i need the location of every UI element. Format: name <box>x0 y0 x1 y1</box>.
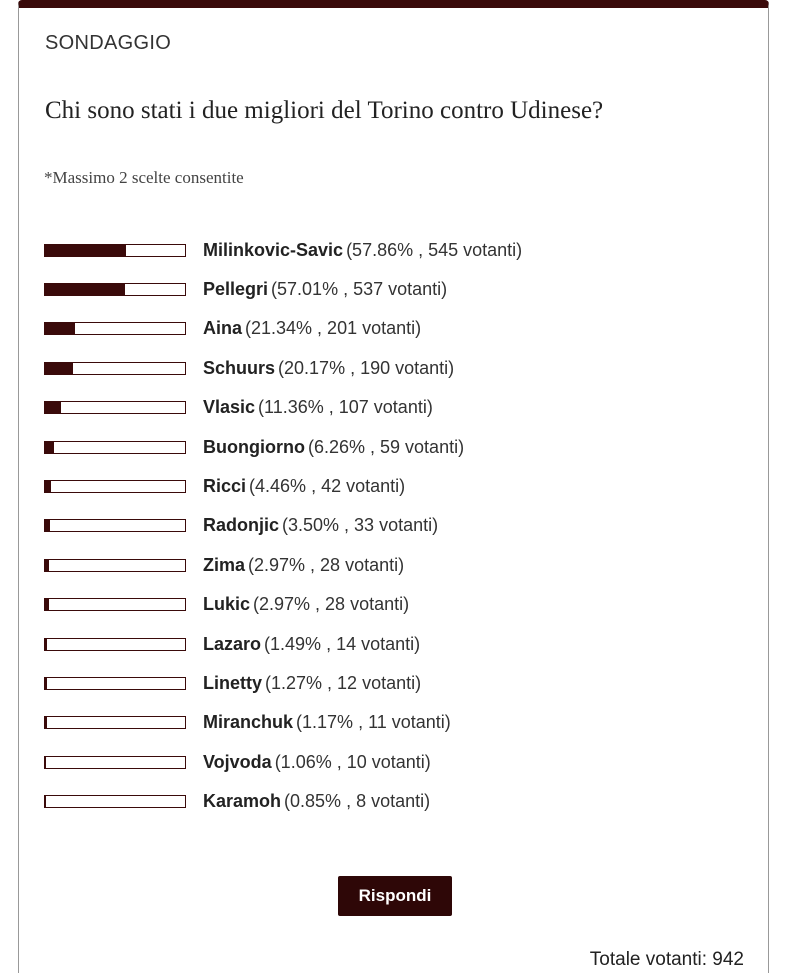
option-row[interactable]: Miranchuk (1.17% , 11 votanti) <box>44 711 451 735</box>
option-row[interactable]: Zima (2.97% , 28 votanti) <box>44 553 404 577</box>
percent-bar <box>45 796 47 808</box>
poll-question: Chi sono stati i due migliori del Torino… <box>45 97 604 124</box>
submit-button[interactable]: Rispondi <box>338 876 452 916</box>
percent-track <box>44 637 186 651</box>
option-row[interactable]: Ricci (4.46% , 42 votanti) <box>44 474 405 498</box>
option-name: Buongiorno <box>203 436 305 457</box>
percent-track <box>44 401 186 415</box>
percent-bar <box>45 244 126 256</box>
percent-track <box>44 322 186 336</box>
option-row[interactable]: Karamoh (0.85% , 8 votanti) <box>44 790 430 814</box>
percent-track <box>44 479 186 493</box>
percent-bar <box>45 480 52 492</box>
option-name: Pellegri <box>203 278 269 299</box>
option-row[interactable]: Lazaro (1.49% , 14 votanti) <box>44 632 420 656</box>
percent-bar <box>45 559 50 571</box>
percent-bar <box>45 520 50 532</box>
percent-bar <box>45 441 54 453</box>
poll-note: *Massimo 2 scelte consentite <box>44 168 244 187</box>
option-detail: (3.50% , 33 votanti) <box>282 515 439 536</box>
option-name: Zima <box>203 554 246 575</box>
option-detail: (6.26% , 59 votanti) <box>307 436 465 457</box>
option-row[interactable]: Vojvoda (1.06% , 10 votanti) <box>44 750 431 774</box>
option-name: Vlasic <box>203 397 256 418</box>
percent-track <box>44 795 186 809</box>
percent-bar <box>45 283 125 295</box>
percent-bar <box>45 402 61 414</box>
percent-track <box>44 243 186 257</box>
option-row[interactable]: Milinkovic-Savic (57.86% , 545 votanti) <box>44 238 522 262</box>
percent-track <box>44 676 186 690</box>
option-detail: (1.27% , 12 votanti) <box>265 672 422 693</box>
option-name: Linetty <box>203 672 263 693</box>
percent-track <box>44 282 186 296</box>
percent-track <box>44 755 186 769</box>
percent-bar <box>45 717 47 729</box>
option-row[interactable]: Lukic (2.97% , 28 votanti) <box>44 593 409 617</box>
option-name: Ricci <box>203 475 247 496</box>
percent-bar <box>45 362 74 374</box>
option-row[interactable]: Schuurs (20.17% , 190 votanti) <box>44 356 454 380</box>
option-detail: (21.34% , 201 votanti) <box>245 318 422 339</box>
option-name: Aina <box>203 318 243 339</box>
option-row[interactable]: Radonjic (3.50% , 33 votanti) <box>44 514 438 538</box>
option-detail: (1.49% , 14 votanti) <box>264 633 421 654</box>
total-votes: Totale votanti: 942 <box>589 949 744 970</box>
option-name: Vojvoda <box>203 751 272 772</box>
percent-bar <box>45 756 47 768</box>
option-detail: (1.17% , 11 votanti) <box>296 712 451 733</box>
percent-track <box>44 716 186 730</box>
option-row[interactable]: Aina (21.34% , 201 votanti) <box>44 317 421 341</box>
option-row[interactable]: Linetty (1.27% , 12 votanti) <box>44 671 421 695</box>
percent-track <box>44 519 186 533</box>
percent-bar <box>45 677 47 689</box>
percent-track <box>44 598 186 612</box>
poll-label: SONDAGGIO <box>45 32 172 54</box>
option-detail: (2.97% , 28 votanti) <box>248 554 405 575</box>
option-detail: (20.17% , 190 votanti) <box>278 357 455 378</box>
option-row[interactable]: Pellegri (57.01% , 537 votanti) <box>44 277 447 301</box>
option-detail: (11.36% , 107 votanti) <box>258 397 433 418</box>
percent-track <box>44 440 186 454</box>
option-name: Schuurs <box>203 357 276 378</box>
percent-bar <box>45 599 50 611</box>
option-name: Karamoh <box>203 791 282 812</box>
option-name: Miranchuk <box>203 712 294 733</box>
option-row[interactable]: Buongiorno (6.26% , 59 votanti) <box>44 435 464 459</box>
poll-card: SONDAGGIO Chi sono stati i due migliori … <box>18 0 769 973</box>
percent-track <box>44 361 186 375</box>
percent-bar <box>45 323 75 335</box>
option-row[interactable]: Vlasic (11.36% , 107 votanti) <box>44 396 433 420</box>
option-detail: (2.97% , 28 votanti) <box>253 594 410 615</box>
option-detail: (0.85% , 8 votanti) <box>284 791 431 812</box>
percent-track <box>44 558 186 572</box>
option-detail: (1.06% , 10 votanti) <box>274 751 431 772</box>
option-name: Milinkovic-Savic <box>203 239 344 260</box>
option-detail: (57.86% , 545 votanti) <box>346 239 523 260</box>
option-name: Radonjic <box>203 515 280 536</box>
percent-bar <box>45 638 48 650</box>
option-detail: (4.46% , 42 votanti) <box>249 475 406 496</box>
option-name: Lukic <box>203 594 251 615</box>
option-detail: (57.01% , 537 votanti) <box>271 278 448 299</box>
option-name: Lazaro <box>203 633 262 654</box>
